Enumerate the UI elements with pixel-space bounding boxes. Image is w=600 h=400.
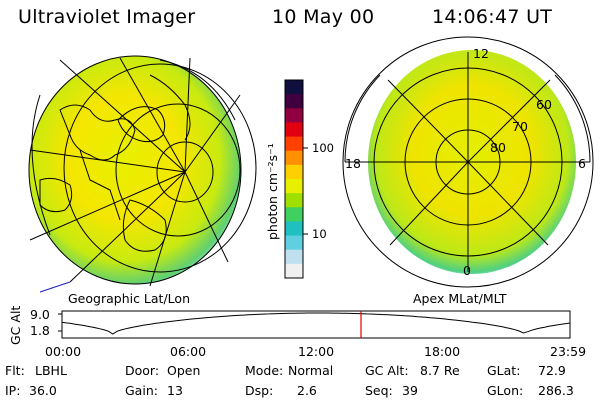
- alt-xtick-0600: 06:00: [170, 344, 206, 359]
- colorbar-tick-10: 10: [312, 227, 327, 241]
- alt-ytick-9: 9.0: [30, 307, 50, 322]
- colorbar-band: [285, 164, 303, 180]
- mlt-label-6: 6: [578, 156, 586, 171]
- geographic-image: [28, 55, 257, 293]
- colorbar-band: [285, 94, 303, 109]
- info-ip-label: IP:: [5, 383, 20, 398]
- colorbar-band: [285, 136, 303, 152]
- colorbar-band: [285, 179, 303, 194]
- info-panel: Flt: LBHL Door: Open Mode: Normal GC Alt…: [5, 363, 574, 398]
- info-mode-value: Normal: [288, 363, 333, 378]
- mlt-label-18: 18: [345, 156, 361, 171]
- info-flt-value: LBHL: [35, 363, 67, 378]
- colorbar-band: [285, 207, 303, 222]
- info-door-value: Open: [167, 363, 200, 378]
- info-glat-label: GLat:: [487, 363, 520, 378]
- altitude-plot: 9.0 1.8 GC Alt 00:00 06:00 12:00 18:00 2…: [8, 306, 586, 359]
- info-gain-value: 13: [167, 383, 183, 398]
- colorbar-band: [285, 235, 303, 251]
- mlat-label-80: 80: [490, 140, 506, 155]
- info-dsp-value: 2.6: [297, 383, 317, 398]
- info-gcalt-label: GC Alt:: [365, 363, 409, 378]
- image-time: 14:06:47 UT: [432, 6, 552, 28]
- info-ip-value: 36.0: [29, 383, 57, 398]
- info-seq-value: 39: [402, 383, 418, 398]
- geographic-label: Geographic Lat/Lon: [68, 291, 190, 306]
- info-glon-label: GLon:: [487, 383, 523, 398]
- apex-label: Apex MLat/MLT: [413, 291, 507, 306]
- info-door-label: Door:: [125, 363, 159, 378]
- colorbar-band: [285, 122, 303, 138]
- colorbar-band: [285, 221, 303, 237]
- colorbar-band: [285, 108, 303, 123]
- colorbar-band: [285, 193, 303, 208]
- info-gain-label: Gain:: [125, 383, 158, 398]
- alt-xtick-2359: 23:59: [550, 344, 586, 359]
- info-flt-label: Flt:: [5, 363, 25, 378]
- alt-ytick-1: 1.8: [30, 323, 50, 338]
- colorbar: 100 10 photon cm⁻²s⁻¹: [265, 79, 334, 279]
- colorbar-band: [285, 150, 303, 166]
- info-seq-label: Seq:: [365, 383, 393, 398]
- colorbar-band: [285, 263, 303, 279]
- alt-ylabel: GC Alt: [8, 306, 23, 345]
- alt-xtick-1200: 12:00: [298, 344, 334, 359]
- info-dsp-label: Dsp:: [245, 383, 273, 398]
- image-date: 10 May 00: [272, 6, 374, 28]
- mlat-label-60: 60: [536, 97, 552, 112]
- info-mode-label: Mode:: [245, 363, 283, 378]
- info-glat-value: 72.9: [538, 363, 566, 378]
- mlt-label-0: 0: [463, 263, 471, 278]
- polar-image: 12 18 6 0 60 70 80: [342, 36, 594, 288]
- info-gcalt-value: 8.7 Re: [420, 363, 460, 378]
- instrument-title: Ultraviolet Imager: [18, 6, 195, 28]
- colorbar-tick-100: 100: [312, 141, 334, 155]
- info-glon-value: 286.3: [538, 383, 574, 398]
- colorbar-band: [285, 249, 303, 265]
- mlt-label-12: 12: [473, 46, 489, 61]
- colorbar-title: photon cm⁻²s⁻¹: [265, 143, 280, 240]
- mlat-label-70: 70: [512, 119, 528, 134]
- colorbar-band: [285, 80, 303, 95]
- alt-xtick-1800: 18:00: [424, 344, 460, 359]
- alt-xtick-0000: 00:00: [45, 344, 81, 359]
